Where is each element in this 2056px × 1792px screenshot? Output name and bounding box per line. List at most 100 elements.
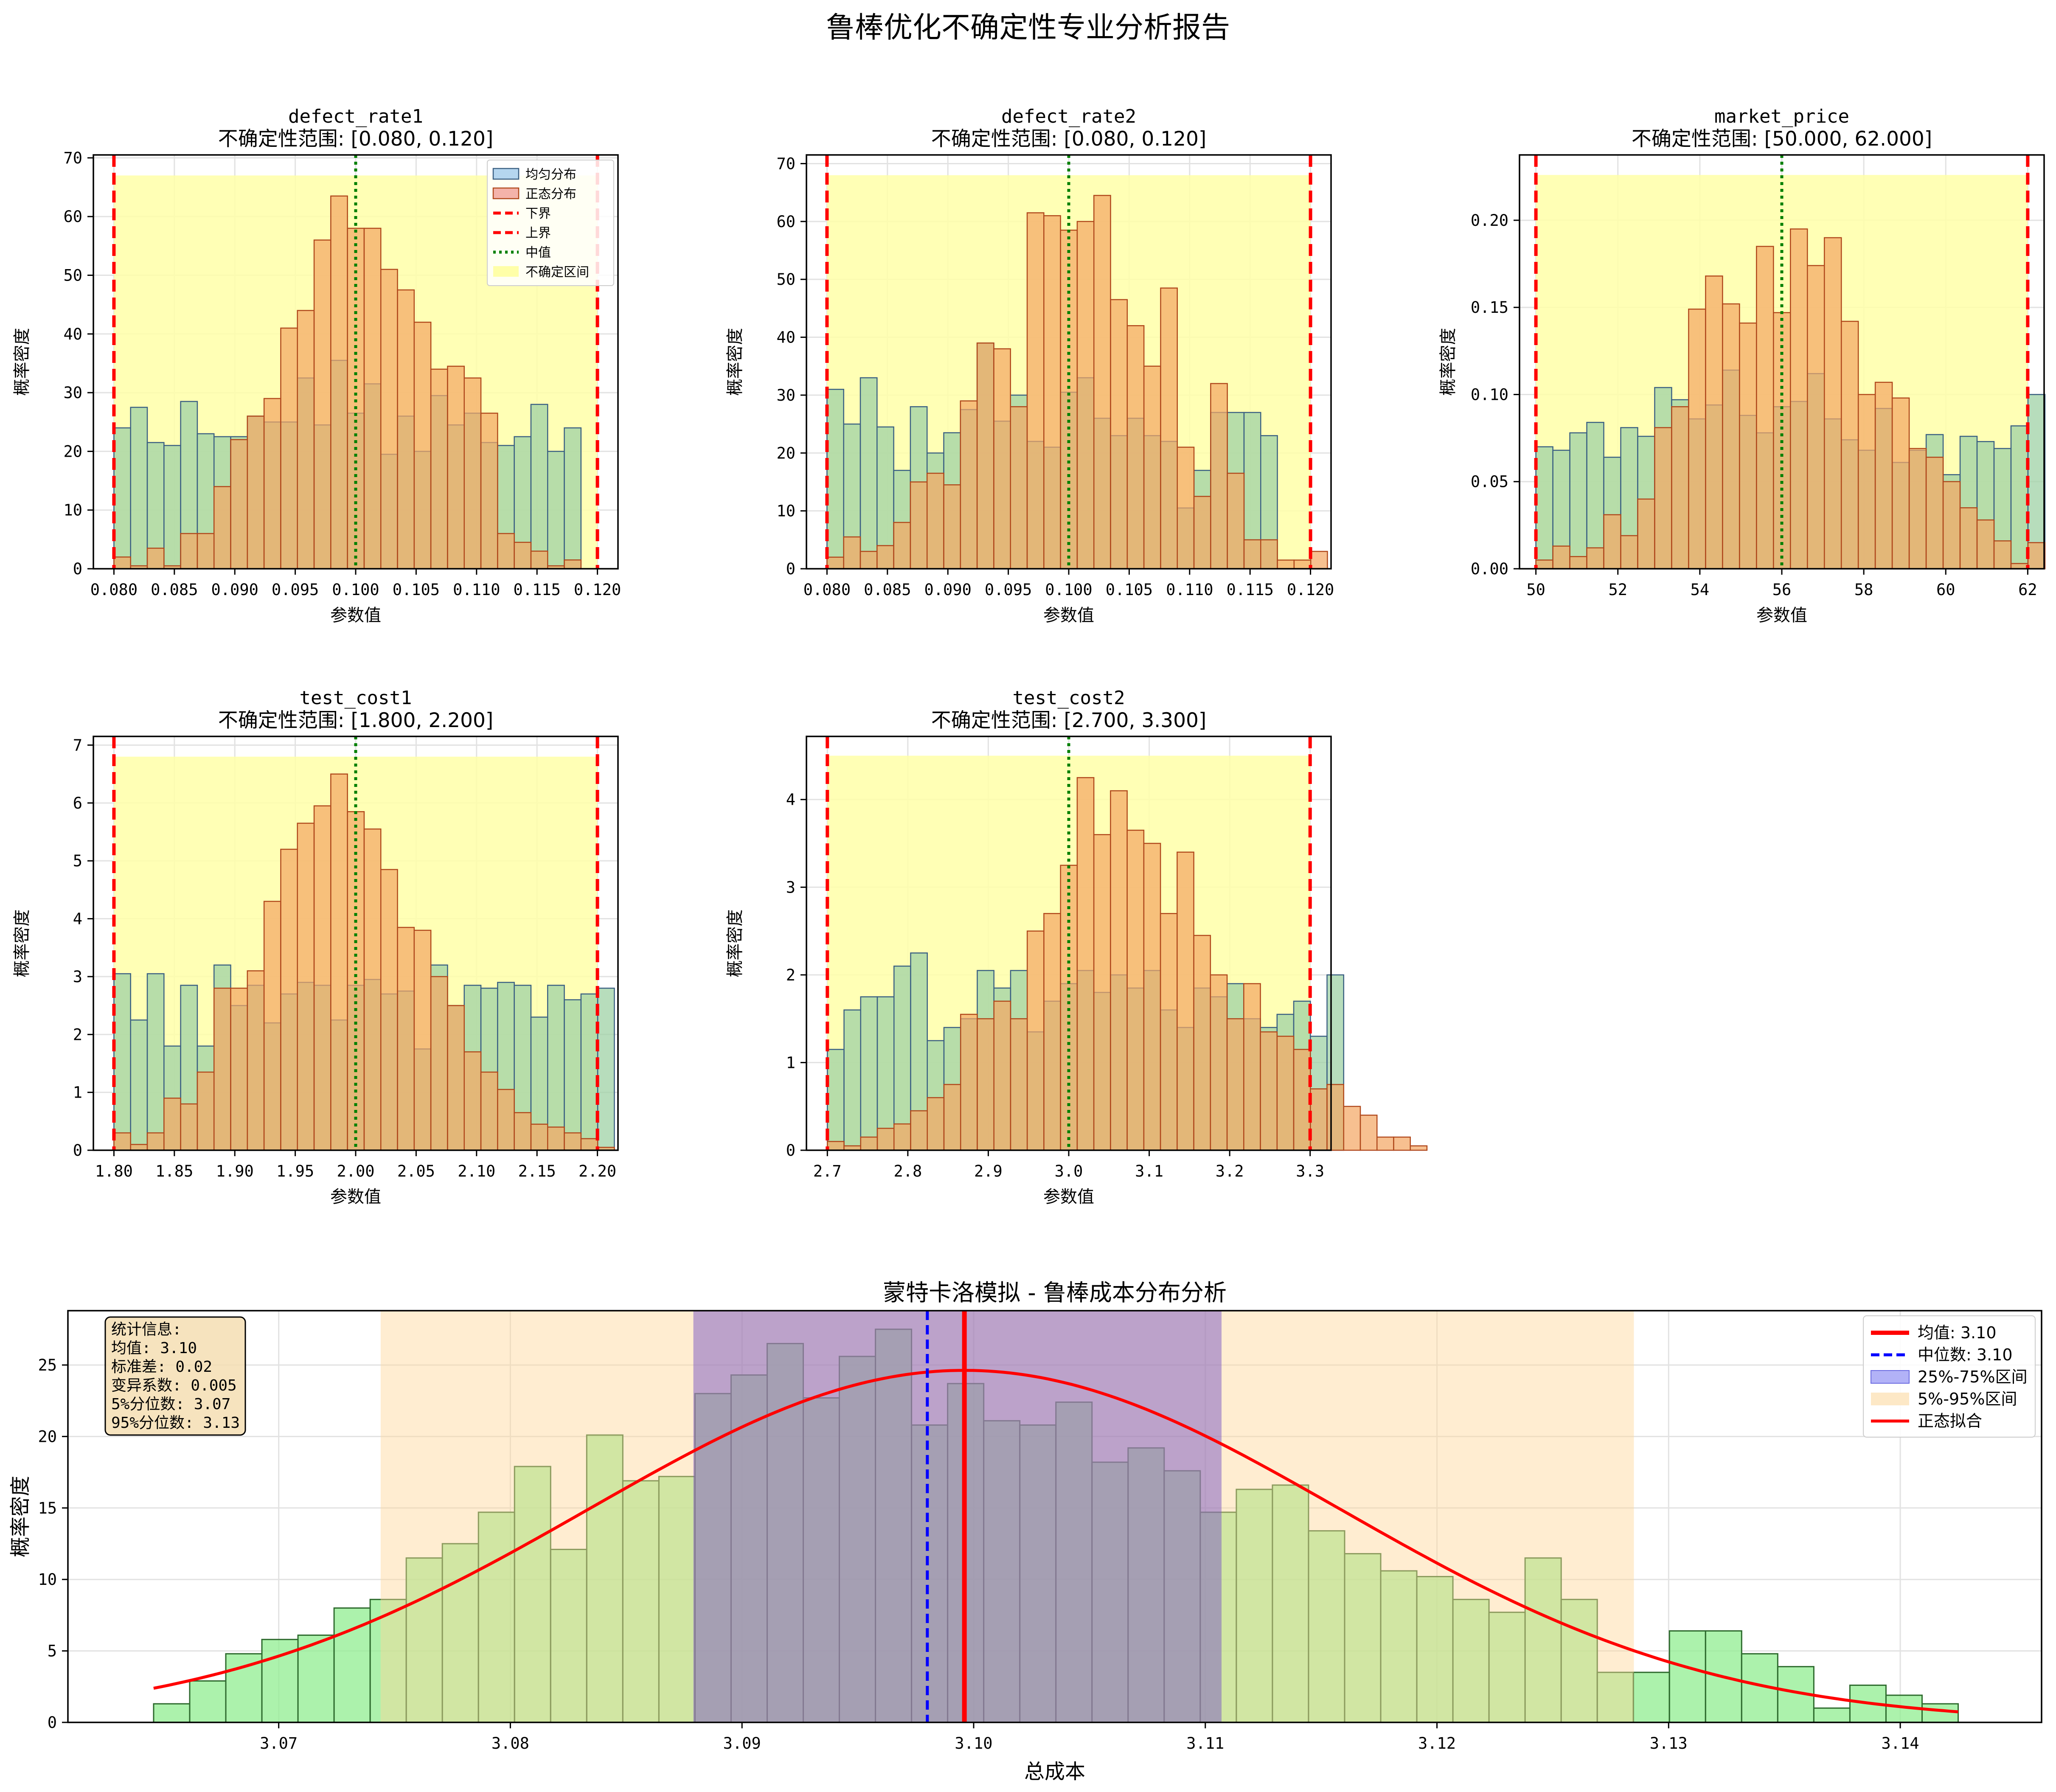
normal-bar xyxy=(1569,556,1587,570)
x-tick-label: 0.115 xyxy=(513,581,560,599)
normal-bar xyxy=(297,310,315,570)
normal-bar xyxy=(1925,457,1944,570)
normal-bar xyxy=(1310,551,1328,570)
x-tick-label: 3.12 xyxy=(1418,1734,1456,1753)
normal-bar xyxy=(910,1110,928,1151)
uniform-bar xyxy=(893,965,911,1151)
y-tick-label: 60 xyxy=(776,213,795,231)
normal-bar xyxy=(943,484,961,570)
x-tick-label: 0.080 xyxy=(90,581,138,599)
legend-label: 正态分布 xyxy=(525,187,576,202)
x-tick-label: 3.09 xyxy=(723,1734,761,1753)
y-tick-label: 0.15 xyxy=(1471,298,1508,317)
normal-bar xyxy=(297,823,315,1151)
cost-bar xyxy=(1344,1553,1382,1723)
y-tick-label: 4 xyxy=(786,791,795,809)
x-tick-label: 3.13 xyxy=(1650,1734,1688,1753)
normal-bar xyxy=(976,342,994,570)
cost-bar xyxy=(297,1635,335,1723)
normal-bar xyxy=(514,542,532,570)
normal-bar xyxy=(2027,542,2046,570)
x-tick-label: 0.105 xyxy=(1106,581,1153,599)
x-tick-label: 1.95 xyxy=(276,1162,314,1180)
x-tick-label: 56 xyxy=(1772,581,1792,599)
normal-bar xyxy=(1586,547,1604,570)
y-tick-label: 50 xyxy=(63,267,82,285)
normal-bar xyxy=(1227,472,1245,570)
y-tick-label: 0.20 xyxy=(1471,211,1508,230)
x-tick-label: 60 xyxy=(1936,581,1955,599)
y-axis-label: 概率密度 xyxy=(725,910,745,977)
normal-bar xyxy=(1160,287,1178,570)
x-tick-label: 2.05 xyxy=(397,1162,435,1180)
cost-bar xyxy=(405,1557,443,1723)
normal-bar xyxy=(1359,1115,1378,1151)
cost-bar xyxy=(1668,1630,1706,1723)
x-tick-label: 3.0 xyxy=(1055,1162,1083,1180)
x-tick-label: 3.10 xyxy=(955,1734,992,1753)
normal-bar xyxy=(514,1112,532,1151)
x-tick-label: 2.9 xyxy=(974,1162,1003,1180)
y-axis-label: 概率密度 xyxy=(8,1476,32,1557)
legend-uniform-swatch xyxy=(492,168,520,180)
normal-bar xyxy=(876,1128,895,1151)
x-axis-label: 参数值 xyxy=(330,606,381,625)
normal-bar xyxy=(926,472,944,570)
y-tick-label: 70 xyxy=(776,154,795,173)
panel-subtitle: 不确定性范围: [1.800, 2.200] xyxy=(218,709,493,732)
cost-bar xyxy=(586,1434,624,1723)
x-tick-label: 0.085 xyxy=(864,581,911,599)
normal-bar xyxy=(197,533,215,570)
x-tick-label: 0.110 xyxy=(1166,581,1213,599)
normal-bar xyxy=(363,828,382,1151)
x-tick-label: 0.105 xyxy=(393,581,440,599)
stats-box-background xyxy=(104,1316,246,1436)
x-tick-label: 2.10 xyxy=(458,1162,495,1180)
normal-bar xyxy=(363,228,382,570)
cost-bar xyxy=(1236,1489,1273,1723)
x-tick-label: 3.07 xyxy=(260,1734,298,1753)
normal-bar xyxy=(1891,397,1910,570)
normal-bar xyxy=(1110,790,1128,1151)
y-axis-label: 概率密度 xyxy=(1438,328,1458,396)
normal-bar xyxy=(1293,559,1312,570)
legend-box xyxy=(1863,1315,2036,1438)
legend-label: 正态拟合 xyxy=(1918,1412,1982,1430)
y-tick-label: 30 xyxy=(776,386,795,404)
legend-iqr-swatch xyxy=(1871,1370,1910,1384)
x-tick-label: 52 xyxy=(1608,581,1627,599)
uniform-bar xyxy=(827,1049,845,1151)
uniform-bar xyxy=(564,427,582,570)
normal-bar xyxy=(1026,930,1045,1151)
panel-defect_rate2: 0.080 0.085 0.090 0.095 0.100 0.105 0.110 0.115… xyxy=(725,106,1334,625)
normal-bar xyxy=(1310,1088,1328,1151)
normal-bar xyxy=(1193,935,1211,1151)
panel-market_price: 50 52 54 56 58 60 62 0.00 0.05 0.10 0.15 0.20 参数值 概率密… xyxy=(1438,106,2046,625)
uniform-bar xyxy=(860,996,878,1151)
normal-bar xyxy=(1260,539,1278,570)
normal-bar xyxy=(1210,383,1228,570)
y-tick-label: 10 xyxy=(63,501,82,520)
legend-label: 均值: 3.10 xyxy=(1918,1323,1997,1342)
legend-label: 均匀分布 xyxy=(525,167,576,182)
cost-bar xyxy=(1308,1530,1345,1723)
normal-bar xyxy=(330,195,348,570)
normal-bar xyxy=(130,1144,148,1151)
normal-bar xyxy=(1093,834,1111,1151)
iqr-band xyxy=(693,1311,1222,1722)
x-tick-label: 0.095 xyxy=(272,581,319,599)
normal-bar xyxy=(163,1098,181,1151)
panel-subtitle: 不确定性范围: [0.080, 0.120] xyxy=(931,127,1206,151)
y-tick-label: 0.10 xyxy=(1471,385,1508,404)
normal-bar xyxy=(213,486,231,570)
cost-bar xyxy=(153,1703,191,1723)
normal-bar xyxy=(397,927,415,1151)
normal-bar xyxy=(1840,320,1859,570)
x-axis-label: 参数值 xyxy=(1756,606,1807,625)
legend-label: 不确定区间 xyxy=(525,265,589,280)
normal-bar xyxy=(480,1071,498,1151)
normal-bar xyxy=(1126,325,1145,570)
normal-bar xyxy=(1076,777,1095,1151)
y-tick-label: 20 xyxy=(38,1427,57,1446)
x-axis-label: 参数值 xyxy=(330,1187,381,1207)
